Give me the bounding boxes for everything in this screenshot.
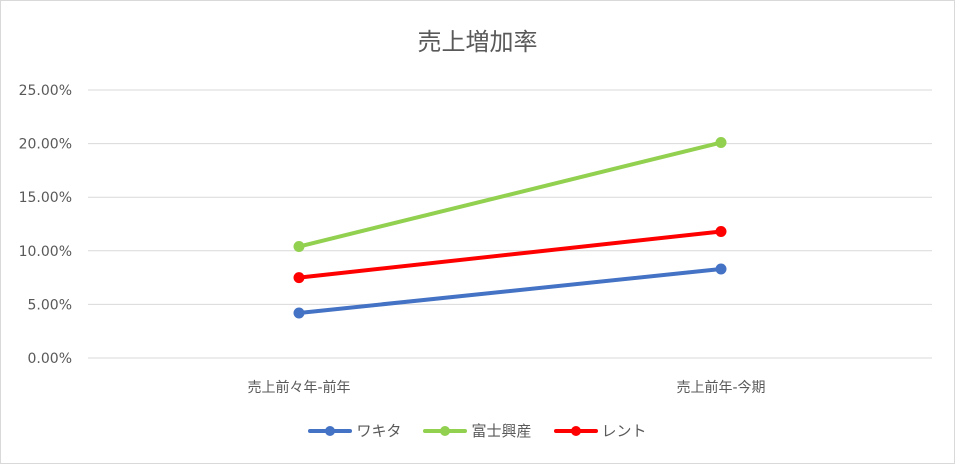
legend-item: ワキタ bbox=[308, 420, 401, 441]
data-point bbox=[293, 241, 305, 253]
y-tick-label: 5.00% bbox=[28, 297, 72, 313]
data-point bbox=[715, 137, 727, 149]
legend-swatch bbox=[308, 423, 353, 439]
legend-swatch bbox=[553, 423, 598, 439]
y-tick-label: 0.00% bbox=[28, 351, 72, 367]
legend-marker bbox=[325, 425, 336, 436]
data-point bbox=[715, 263, 727, 275]
legend: ワキタ 富士興産 レント bbox=[0, 420, 955, 441]
data-point bbox=[293, 272, 305, 284]
series-line bbox=[297, 140, 723, 249]
legend-marker bbox=[570, 425, 581, 436]
y-tick-label: 10.00% bbox=[19, 244, 72, 260]
x-tick-label: 売上前年-今期 bbox=[676, 379, 765, 396]
x-tick-label: 売上前々年-前年 bbox=[247, 379, 350, 396]
y-tick-label: 25.00% bbox=[19, 83, 72, 99]
y-tick-label: 15.00% bbox=[19, 190, 72, 206]
data-point bbox=[715, 226, 727, 238]
legend-label: 富士興産 bbox=[471, 422, 532, 440]
legend-item: レント bbox=[553, 420, 647, 441]
series-line bbox=[297, 267, 723, 315]
legend-label: レント bbox=[601, 422, 647, 440]
legend-swatch bbox=[423, 423, 468, 439]
y-tick-label: 20.00% bbox=[19, 137, 72, 153]
legend-item: 富士興産 bbox=[423, 420, 532, 441]
series-line bbox=[297, 229, 723, 280]
data-point bbox=[293, 307, 305, 319]
legend-label: ワキタ bbox=[356, 422, 402, 440]
legend-marker bbox=[440, 425, 451, 436]
chart-title: 売上増加率 bbox=[417, 28, 538, 56]
